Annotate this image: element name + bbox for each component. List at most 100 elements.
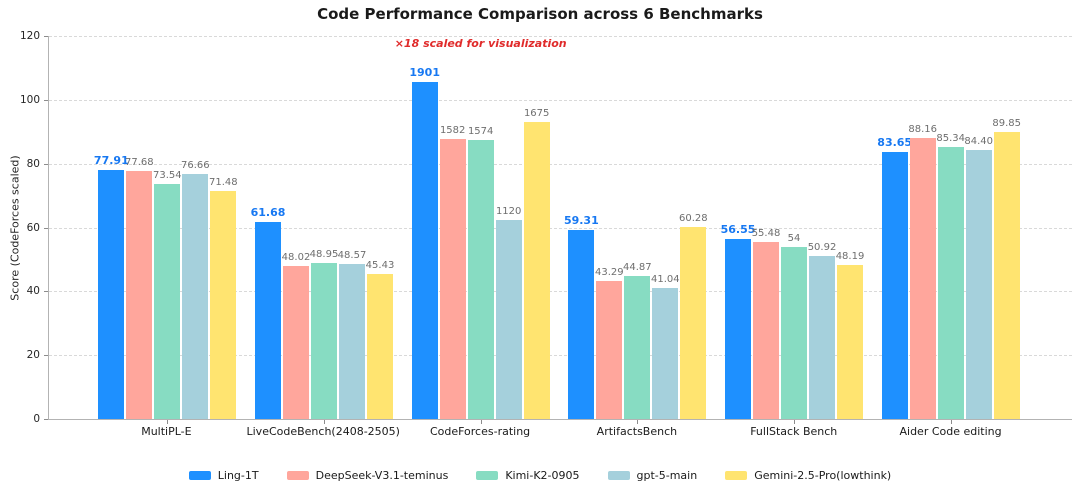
bar-value-label: 89.85 (992, 118, 1022, 130)
bar-Ling-1T: 1901 (409, 66, 440, 419)
bar-value-label: 1574 (467, 125, 494, 137)
bar-value-label: 84.40 (964, 135, 994, 147)
bar-group: 59.31 43.29 44.87 41.04 60.28 (559, 36, 716, 424)
bar-Kimi-K2-0905: 44.87 (623, 262, 652, 419)
x-tick (167, 420, 169, 424)
bar-value-label: 77.91 (93, 154, 129, 168)
y-tick-label: 0 (33, 413, 40, 425)
bars-layer: 77.91 77.68 73.54 76.66 71.48 61.68 48.02 48.95… (49, 36, 1072, 424)
plot-area: 0 20 40 60 80 100 120 77.91 77.68 73.54 76.66 71.48… (20, 30, 1072, 425)
bar-DeepSeek-V3.1-teminus: 77.68 (125, 157, 154, 419)
bar-value-label: 77.68 (125, 157, 154, 169)
bar-DeepSeek-V3.1-teminus: 55.48 (752, 228, 780, 419)
bar-Gemini-2.5-Pro(lowthink): 48.19 (836, 251, 864, 419)
bar-value-label: 1120 (495, 206, 522, 218)
y-tick-label: 120 (19, 30, 40, 42)
bar-value-label: 76.66 (181, 160, 210, 172)
bar-value-label: 54 (787, 232, 801, 244)
x-tick-label: LiveCodeBench(2408-2505) (246, 425, 400, 438)
bar-value-label: 48.19 (835, 251, 865, 263)
gridline (49, 99, 1072, 101)
legend-swatch (607, 471, 630, 480)
bar-Ling-1T: 59.31 (564, 214, 599, 419)
gridline (49, 355, 1072, 357)
legend-item: Ling-1T (188, 469, 259, 482)
bar-value-label: 88.16 (908, 123, 938, 135)
bar-Ling-1T: 77.91 (94, 154, 129, 419)
bar-Kimi-K2-0905: 1574 (467, 126, 494, 419)
bar-gpt-5-main: 1120 (495, 206, 522, 419)
bar-value-label: 59.31 (563, 213, 599, 227)
gridline (49, 163, 1072, 165)
legend: Ling-1T DeepSeek-V3.1-teminus Kimi-K2-0905… (0, 469, 1080, 482)
y-tick (44, 291, 48, 293)
y-tick-label: 60 (26, 221, 40, 234)
bar-DeepSeek-V3.1-teminus: 43.29 (595, 267, 624, 419)
x-tick (950, 420, 952, 424)
x-axis-labels: MultiPL-E LiveCodeBench(2408-2505) CodeFor… (48, 425, 1072, 438)
bar-group: 77.91 77.68 73.54 76.66 71.48 (89, 36, 246, 424)
bar-value-label: 55.48 (751, 227, 781, 239)
bar-value-label: 1675 (523, 108, 550, 119)
bar-Gemini-2.5-Pro(lowthink): 1675 (523, 108, 550, 419)
legend-swatch (725, 471, 748, 480)
y-tick (44, 419, 48, 420)
gridline (49, 36, 1072, 37)
scale-annotation: ×18 scaled for visualization (394, 36, 567, 50)
bar-gpt-5-main: 41.04 (651, 274, 680, 419)
y-tick-label: 20 (26, 349, 40, 362)
bar-group: 83.65 88.16 85.34 84.40 89.85 (872, 36, 1029, 424)
bar-value-label: 56.55 (720, 222, 756, 236)
bar-Kimi-K2-0905: 85.34 (936, 133, 965, 419)
legend-label: DeepSeek-V3.1-teminus (315, 469, 449, 482)
bar-group: 56.55 55.48 54 50.92 48.19 (716, 36, 873, 424)
bar-value-label: 50.92 (807, 242, 837, 254)
bar-DeepSeek-V3.1-teminus: 48.02 (282, 252, 310, 419)
bar-group: 1901 1582 1574 1120 1675 ×18 scaled for visua… (395, 36, 567, 424)
bar-Gemini-2.5-Pro(lowthink): 45.43 (366, 260, 394, 419)
bar-gpt-5-main: 84.40 (964, 136, 993, 419)
bar-value-label: 60.28 (679, 212, 708, 224)
bar-Ling-1T: 56.55 (721, 223, 755, 419)
bar-value-label: 48.02 (281, 251, 311, 263)
x-tick-label: MultiPL-E (141, 425, 192, 438)
y-tick (44, 36, 48, 37)
y-tick-label: 40 (26, 285, 40, 298)
x-tick-label: CodeForces-rating (429, 425, 531, 438)
bar-value-label: 48.95 (309, 248, 339, 260)
y-tick (44, 355, 48, 357)
x-tick-label: Aider Code editing (899, 425, 1002, 438)
bar-value-label: 71.48 (209, 176, 238, 188)
bar-group: 61.68 48.02 48.95 48.57 45.43 (246, 36, 403, 424)
y-tick (44, 227, 48, 229)
bar-DeepSeek-V3.1-teminus: 1582 (439, 125, 466, 419)
bar-value-label: 1582 (439, 124, 466, 136)
bar-Gemini-2.5-Pro(lowthink): 89.85 (992, 118, 1021, 419)
y-tick (44, 163, 48, 165)
y-tick-label: 100 (19, 93, 40, 106)
bar-value-label: 1901 (409, 65, 440, 79)
gridline (49, 291, 1072, 293)
bar-value-label: 48.57 (337, 249, 367, 261)
x-tick (794, 420, 796, 424)
bar-gpt-5-main: 50.92 (808, 242, 836, 419)
legend-swatch (286, 471, 309, 480)
bar-Gemini-2.5-Pro(lowthink): 60.28 (679, 213, 708, 419)
bar-Kimi-K2-0905: 48.95 (310, 249, 338, 419)
x-tick-label: FullStack Bench (750, 425, 838, 438)
legend-item: gpt-5-main (607, 469, 697, 482)
legend-swatch (188, 471, 211, 480)
legend-label: Ling-1T (217, 469, 259, 482)
x-tick (480, 420, 482, 424)
bar-gpt-5-main: 48.57 (338, 250, 366, 419)
bar-value-label: 85.34 (936, 132, 966, 144)
legend-item: DeepSeek-V3.1-teminus (286, 469, 449, 482)
bar-DeepSeek-V3.1-teminus: 88.16 (908, 124, 937, 419)
bar-gpt-5-main: 76.66 (181, 160, 210, 419)
bar-Ling-1T: 61.68 (251, 206, 285, 419)
bar-value-label: 45.43 (365, 260, 395, 272)
gridline (49, 227, 1072, 229)
bar-value-label: 61.68 (250, 206, 286, 220)
bar-Gemini-2.5-Pro(lowthink): 71.48 (209, 177, 238, 419)
y-tick (44, 99, 48, 101)
